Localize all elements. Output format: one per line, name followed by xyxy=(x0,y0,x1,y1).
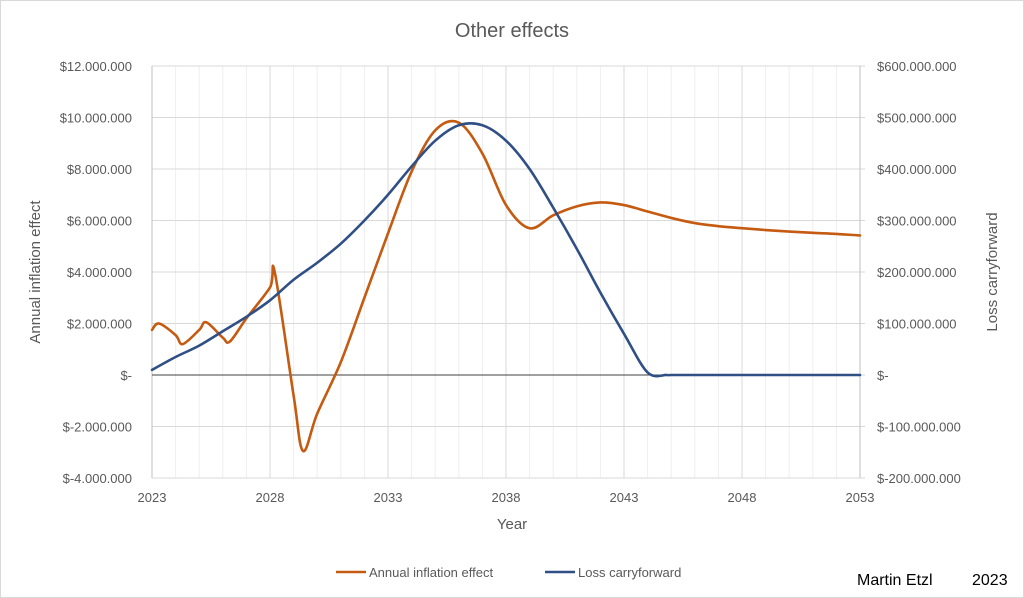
x-tick-label: 2053 xyxy=(846,490,875,505)
y-tick-label: $10.000.000 xyxy=(60,111,132,126)
y-tick-label: $- xyxy=(120,368,132,383)
y-tick-label: $6.000.000 xyxy=(67,214,132,229)
x-tick-label: 2043 xyxy=(610,490,639,505)
x-tick-label: 2028 xyxy=(256,490,285,505)
y2-tick-label: $400.000.000 xyxy=(877,162,957,177)
legend: Annual inflation effect Loss carryforward xyxy=(336,565,681,580)
x-tick-label: 2038 xyxy=(492,490,521,505)
y2-axis-title: Loss carryforward xyxy=(984,212,1001,331)
y2-tick-label: $-200.000.000 xyxy=(877,471,961,486)
y-tick-label: $8.000.000 xyxy=(67,162,132,177)
credit-year: 2023 xyxy=(972,572,1008,589)
y-axis-title: Annual inflation effect xyxy=(27,200,44,344)
y2-tick-label: $200.000.000 xyxy=(877,265,957,280)
y2-tick-label: $500.000.000 xyxy=(877,111,957,126)
y2-tick-label: $600.000.000 xyxy=(877,59,957,74)
x-tick-label: 2033 xyxy=(374,490,403,505)
y-tick-label: $-4.000.000 xyxy=(63,471,132,486)
chart-title: Other effects xyxy=(455,20,569,42)
y-tick-label: $12.000.000 xyxy=(60,59,132,74)
x-tick-label: 2023 xyxy=(138,490,167,505)
y-tick-label: $4.000.000 xyxy=(67,265,132,280)
y2-tick-label: $-100.000.000 xyxy=(877,420,961,435)
y-tick-label: $2.000.000 xyxy=(67,317,132,332)
gridlines xyxy=(151,65,861,479)
y2-tick-label: $100.000.000 xyxy=(877,317,957,332)
x-axis-title: Year xyxy=(497,516,527,533)
x-tick-label: 2048 xyxy=(728,490,757,505)
series-layer xyxy=(150,119,862,453)
y2-tick-label: $- xyxy=(877,368,889,383)
series-line-loss-carryforward xyxy=(150,121,862,378)
y2-tick-label: $300.000.000 xyxy=(877,214,957,229)
legend-label: Annual inflation effect xyxy=(369,565,493,580)
axes: $12.000.000 $10.000.000 $8.000.000 $6.000.0… xyxy=(60,59,961,505)
series-line-annual-inflation-effect xyxy=(150,119,862,453)
legend-label: Loss carryforward xyxy=(578,565,681,580)
y-tick-label: $-2.000.000 xyxy=(63,420,132,435)
credit-author: Martin Etzl xyxy=(857,572,933,589)
